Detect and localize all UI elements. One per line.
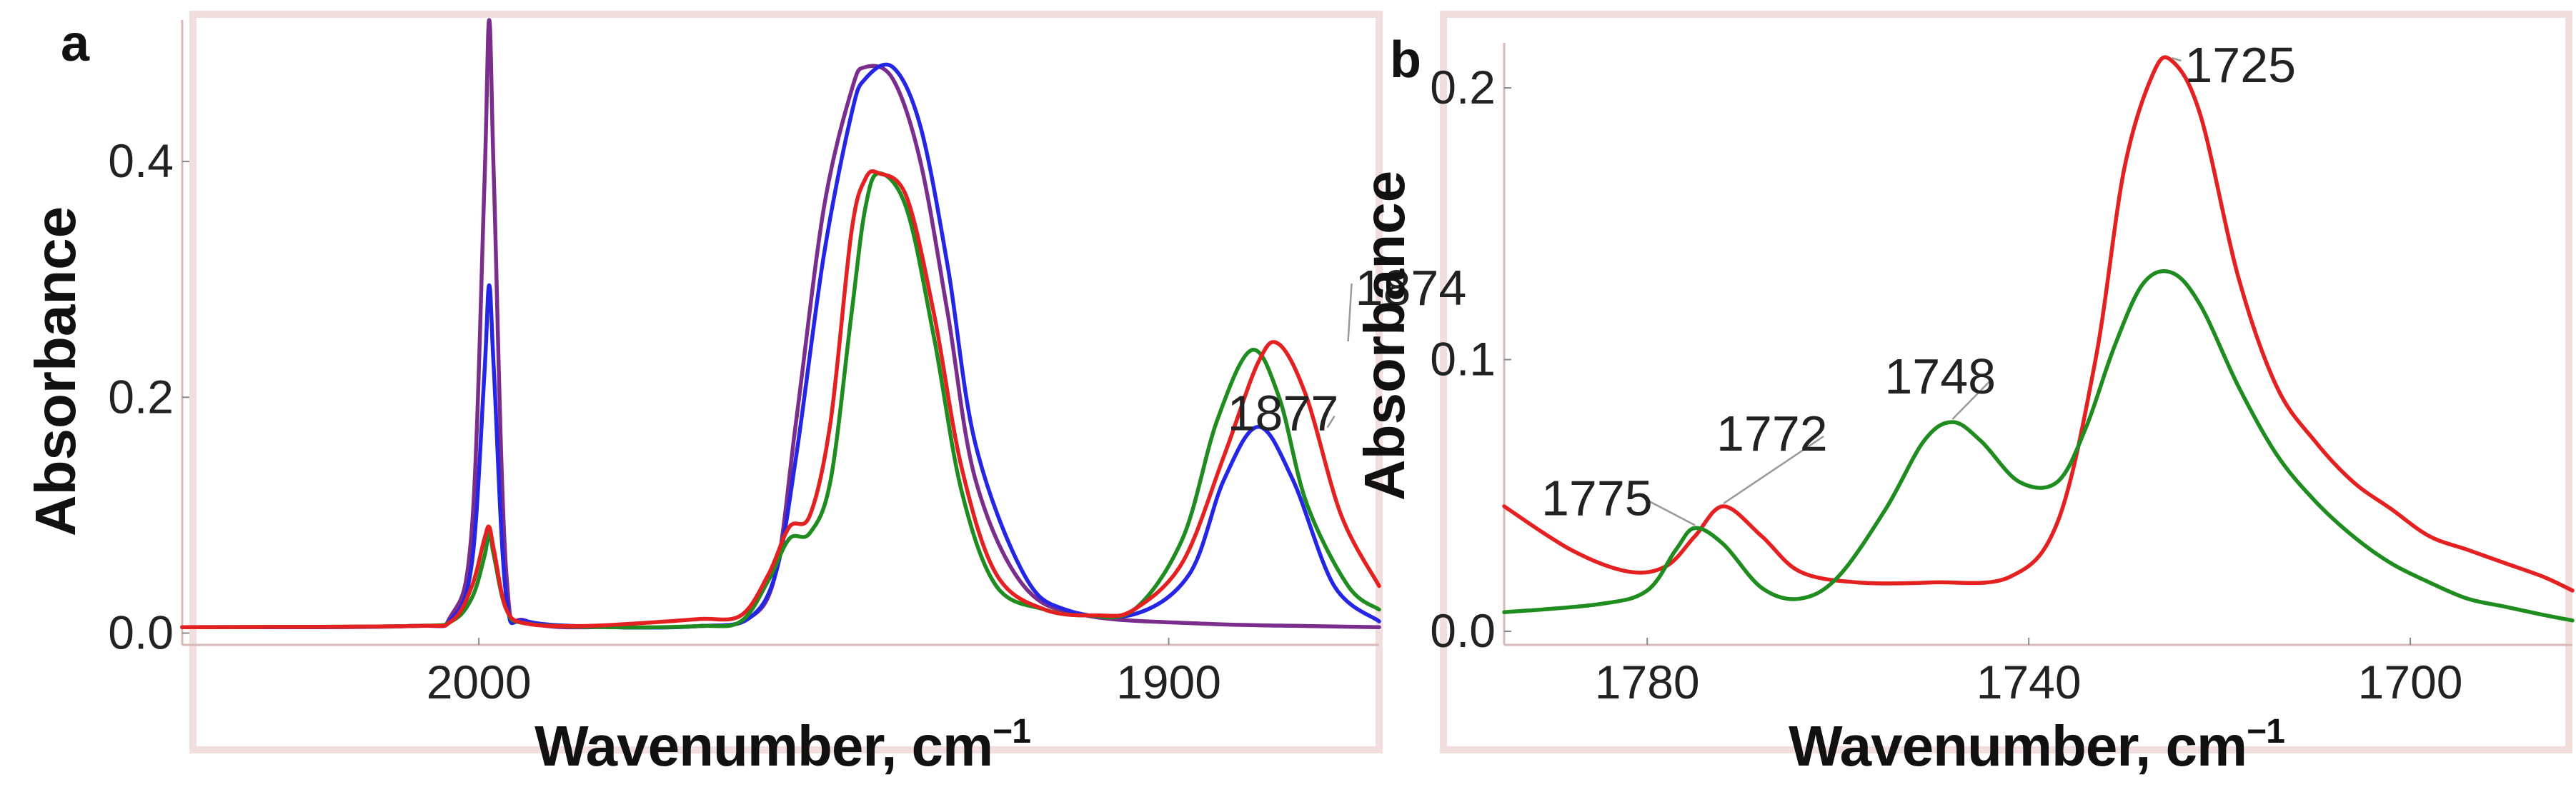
panel-a-annotation-leader	[1326, 415, 1336, 428]
panel-b-x-axis-label: Wavenumber, cm−1	[1789, 713, 2284, 778]
panel-b-label: b	[1390, 31, 1421, 89]
panel-a-x-axis-label-sup: −1	[993, 713, 1030, 751]
panel-b-annotation-leader	[1951, 379, 1993, 420]
panel-a-y-tick-label: 0.2	[108, 370, 174, 423]
panel-a-x-axis-label-text: Wavenumber, cm	[534, 714, 993, 778]
panel-a-series-red	[180, 169, 1381, 629]
panel-b-y-ticks: 0.0 0.1 0.2	[1430, 61, 1511, 657]
panel-b-x-axis-label-sup: −1	[2247, 713, 2284, 751]
panel-a-x-axis-label: Wavenumber, cm−1	[534, 713, 1030, 778]
panel-a-series-blue	[180, 62, 1381, 630]
panel-b: b 0.0 0.1 0.2 1780 1740 1700 1775 1772 1748 172…	[1353, 31, 2575, 778]
panel-a-y-tick-label: 0.4	[108, 134, 174, 187]
panel-a-frame	[189, 11, 1383, 753]
panel-b-x-ticks: 1780 1740 1700	[1595, 638, 2463, 708]
panel-a-annotation-leader	[1347, 283, 1353, 342]
panel-b-frame	[1440, 11, 2572, 753]
panel-b-annotation-leader	[1723, 435, 1824, 505]
panel-a-x-tick-label: 1900	[1116, 656, 1221, 708]
panel-b-annotations: 1775 1772 1748 1725	[1541, 37, 2296, 526]
panel-b-annotation-leader	[1648, 500, 1696, 526]
panel-b-annotation-1748: 1748	[1884, 349, 1996, 404]
panel-a-x-tick-label: 2000	[427, 656, 532, 708]
panel-a-annotation-1877: 1877	[1228, 386, 1339, 441]
panel-a-series-violet	[180, 18, 1381, 630]
panel-b-y-tick-label: 0.0	[1430, 604, 1496, 657]
panel-a-y-ticks: 0.0 0.2 0.4	[108, 134, 189, 658]
panel-b-annotation-1725: 1725	[2184, 37, 2296, 93]
panel-a-annotation-1874: 1874	[1356, 260, 1467, 316]
panel-a-y-tick-label: 0.0	[108, 606, 174, 658]
panel-b-y-tick-label: 0.1	[1430, 333, 1496, 386]
panel-b-series-red	[1502, 55, 2575, 593]
panel-b-x-tick-label: 1740	[1976, 656, 2082, 708]
panel-a-annotations: 1877 1874	[1228, 260, 1467, 441]
panel-b-annotation-1775: 1775	[1541, 470, 1653, 526]
panel-b-y-tick-label: 0.2	[1430, 61, 1496, 114]
panel-b-x-tick-label: 1700	[2358, 656, 2463, 708]
panel-a-series-group	[180, 18, 1381, 630]
panel-a-label: a	[61, 15, 90, 72]
panel-a-y-axis-label: Absorbance	[24, 206, 87, 536]
panel-a-x-ticks: 2000 1900	[427, 638, 1221, 708]
panel-b-series-green	[1502, 269, 2575, 623]
panel-b-annotation-leader	[2172, 56, 2182, 62]
panel-a: a 0.0 0.2 0.4 2000 1900 1877 1874 Absorbance…	[24, 15, 1466, 778]
panel-b-x-axis-label-text: Wavenumber, cm	[1789, 714, 2247, 778]
panel-b-annotation-1772: 1772	[1716, 406, 1828, 461]
panel-b-x-tick-label: 1780	[1595, 656, 1700, 708]
panel-b-series-group	[1502, 55, 2575, 623]
panel-b-y-axis-label: Absorbance	[1353, 171, 1416, 501]
